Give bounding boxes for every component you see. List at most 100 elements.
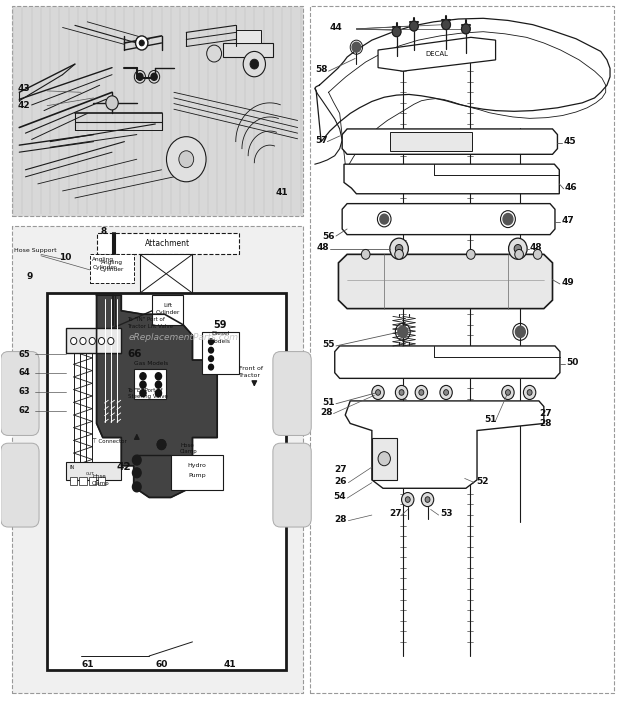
- Text: 27: 27: [335, 465, 347, 474]
- Polygon shape: [339, 254, 552, 309]
- Circle shape: [390, 238, 409, 259]
- Polygon shape: [335, 346, 560, 378]
- Text: 62: 62: [18, 406, 30, 415]
- Circle shape: [208, 356, 213, 361]
- Polygon shape: [372, 438, 397, 480]
- Circle shape: [402, 493, 414, 507]
- Text: 42: 42: [18, 101, 30, 110]
- Text: 41: 41: [276, 188, 288, 197]
- FancyBboxPatch shape: [1, 352, 39, 436]
- Text: 46: 46: [565, 183, 577, 192]
- Text: 61: 61: [81, 660, 94, 669]
- Circle shape: [503, 213, 513, 225]
- Circle shape: [505, 390, 510, 395]
- Circle shape: [167, 137, 206, 181]
- Circle shape: [527, 390, 532, 395]
- Text: 10: 10: [60, 253, 72, 263]
- Circle shape: [108, 337, 114, 345]
- Polygon shape: [91, 254, 134, 282]
- Polygon shape: [12, 6, 303, 215]
- Text: 27: 27: [389, 509, 402, 518]
- Circle shape: [425, 497, 430, 503]
- Circle shape: [89, 337, 95, 345]
- Circle shape: [440, 385, 452, 400]
- Circle shape: [444, 390, 448, 395]
- Circle shape: [419, 390, 424, 395]
- Polygon shape: [342, 129, 557, 155]
- Polygon shape: [97, 233, 239, 254]
- Circle shape: [206, 45, 221, 62]
- Circle shape: [399, 390, 404, 395]
- Text: 52: 52: [476, 477, 489, 486]
- Circle shape: [137, 73, 143, 80]
- Text: 28: 28: [539, 419, 551, 428]
- Circle shape: [396, 244, 403, 253]
- Circle shape: [151, 73, 157, 80]
- Polygon shape: [12, 226, 303, 693]
- Circle shape: [410, 21, 418, 31]
- Polygon shape: [236, 30, 260, 43]
- Circle shape: [133, 455, 141, 465]
- Text: Cylinder: Cylinder: [156, 310, 180, 315]
- Text: Cylinder: Cylinder: [92, 265, 117, 270]
- Circle shape: [99, 337, 105, 345]
- Circle shape: [156, 390, 162, 397]
- Text: ⊤ Connector: ⊤ Connector: [92, 438, 127, 443]
- Circle shape: [140, 381, 146, 388]
- Polygon shape: [89, 477, 96, 486]
- Polygon shape: [66, 328, 122, 353]
- Polygon shape: [70, 477, 78, 486]
- Text: Pump: Pump: [188, 473, 206, 478]
- Text: Clamp: Clamp: [92, 481, 110, 486]
- Circle shape: [140, 40, 144, 46]
- Polygon shape: [47, 293, 286, 670]
- Text: Hose
Clamp: Hose Clamp: [180, 443, 198, 453]
- Circle shape: [133, 482, 141, 492]
- Text: 51: 51: [322, 397, 335, 407]
- Text: 51: 51: [484, 414, 497, 424]
- Text: 54: 54: [334, 492, 346, 501]
- Text: Angling: Angling: [101, 261, 123, 265]
- Circle shape: [466, 249, 475, 259]
- Polygon shape: [153, 295, 183, 325]
- Polygon shape: [344, 164, 559, 193]
- Text: IN: IN: [70, 465, 75, 469]
- Text: 58: 58: [315, 65, 327, 74]
- Text: 53: 53: [440, 509, 453, 518]
- Circle shape: [392, 27, 401, 37]
- Circle shape: [376, 390, 381, 395]
- Polygon shape: [391, 132, 472, 152]
- Circle shape: [208, 339, 213, 345]
- Text: eReplacementParts.com: eReplacementParts.com: [128, 333, 238, 342]
- Text: 47: 47: [561, 216, 574, 225]
- Text: 48: 48: [316, 243, 329, 252]
- Polygon shape: [171, 455, 223, 491]
- Text: Models: Models: [210, 338, 231, 344]
- Text: 28: 28: [320, 407, 332, 417]
- FancyBboxPatch shape: [273, 352, 311, 436]
- Text: 44: 44: [330, 23, 343, 32]
- Text: 59: 59: [213, 320, 227, 330]
- Text: 50: 50: [566, 359, 578, 367]
- Text: Hydro: Hydro: [187, 463, 206, 468]
- Polygon shape: [223, 43, 273, 57]
- Circle shape: [140, 373, 146, 380]
- Text: 28: 28: [335, 515, 347, 524]
- Circle shape: [396, 385, 408, 400]
- Circle shape: [514, 244, 521, 253]
- Text: Gas Models: Gas Models: [134, 361, 168, 366]
- Circle shape: [361, 249, 370, 259]
- Text: 63: 63: [18, 388, 30, 396]
- Text: Front of: Front of: [239, 366, 263, 371]
- Circle shape: [395, 249, 404, 259]
- Circle shape: [250, 59, 259, 69]
- Text: Hose: Hose: [92, 474, 106, 479]
- Polygon shape: [378, 37, 495, 71]
- Text: 64: 64: [18, 369, 30, 377]
- Text: Diesel: Diesel: [211, 332, 229, 337]
- Circle shape: [378, 452, 391, 466]
- Circle shape: [422, 493, 434, 507]
- Text: Tractor: Tractor: [239, 373, 261, 378]
- Text: 9: 9: [27, 273, 33, 282]
- Polygon shape: [342, 203, 555, 234]
